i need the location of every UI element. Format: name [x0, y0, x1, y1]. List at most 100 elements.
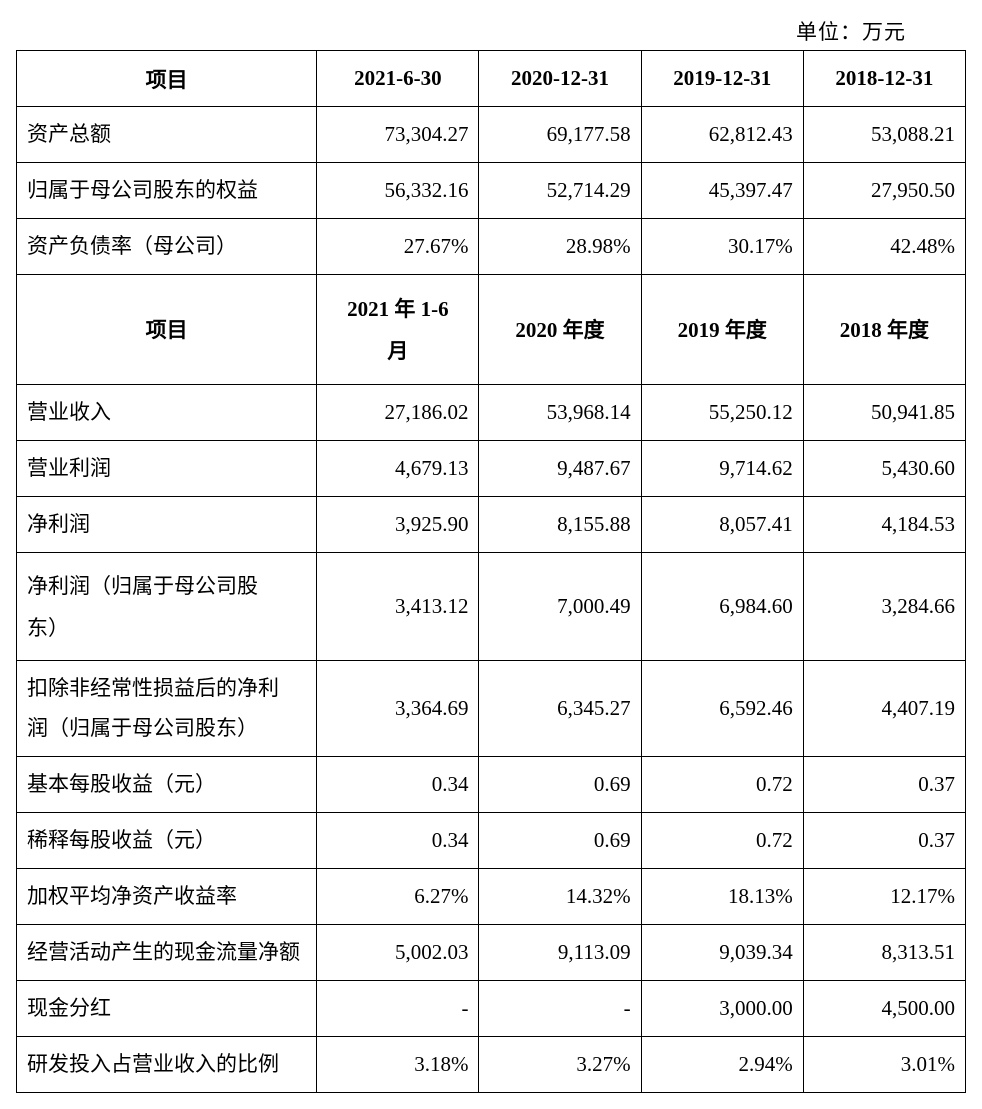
- row-label: 资产负债率（母公司）: [17, 219, 317, 275]
- data-cell: 53,088.21: [803, 107, 965, 163]
- table-row: 加权平均净资产收益率6.27%14.32%18.13%12.17%: [17, 869, 966, 925]
- data-cell: 0.69: [479, 813, 641, 869]
- data-cell: 3,925.90: [317, 497, 479, 553]
- table-row: 稀释每股收益（元）0.340.690.720.37: [17, 813, 966, 869]
- data-cell: 6,345.27: [479, 661, 641, 757]
- header-row-1: 项目 2021-6-30 2020-12-31 2019-12-31 2018-…: [17, 51, 966, 107]
- data-cell: 30.17%: [641, 219, 803, 275]
- data-cell: 6,592.46: [641, 661, 803, 757]
- row-label: 研发投入占营业收入的比例: [17, 1037, 317, 1093]
- row-label-line1: 净利润（归属于母公司股: [27, 574, 258, 598]
- data-cell: 5,430.60: [803, 441, 965, 497]
- data-cell: 2.94%: [641, 1037, 803, 1093]
- row-label: 营业收入: [17, 385, 317, 441]
- row-label: 基本每股收益（元）: [17, 757, 317, 813]
- data-cell: 27.67%: [317, 219, 479, 275]
- header-cell: 2021-6-30: [317, 51, 479, 107]
- data-cell: 55,250.12: [641, 385, 803, 441]
- table-row: 资产负债率（母公司）27.67%28.98%30.17%42.48%: [17, 219, 966, 275]
- data-cell: 18.13%: [641, 869, 803, 925]
- data-cell: -: [317, 981, 479, 1037]
- row-label: 资产总额: [17, 107, 317, 163]
- header-cell: 2020-12-31: [479, 51, 641, 107]
- row-label: 净利润: [17, 497, 317, 553]
- data-cell: 0.34: [317, 757, 479, 813]
- data-cell: 42.48%: [803, 219, 965, 275]
- header-cell: 2019 年度: [641, 275, 803, 385]
- data-cell: 4,184.53: [803, 497, 965, 553]
- table-row: 研发投入占营业收入的比例3.18%3.27%2.94%3.01%: [17, 1037, 966, 1093]
- row-label: 稀释每股收益（元）: [17, 813, 317, 869]
- row-label: 扣除非经常性损益后的净利润（归属于母公司股东）: [17, 661, 317, 757]
- table-row: 营业利润4,679.139,487.679,714.625,430.60: [17, 441, 966, 497]
- data-cell: 9,487.67: [479, 441, 641, 497]
- row-label: 现金分红: [17, 981, 317, 1037]
- data-cell: 73,304.27: [317, 107, 479, 163]
- data-cell: 27,186.02: [317, 385, 479, 441]
- data-cell: 0.37: [803, 813, 965, 869]
- financial-table: 项目 2021-6-30 2020-12-31 2019-12-31 2018-…: [16, 50, 966, 1093]
- data-cell: 8,155.88: [479, 497, 641, 553]
- data-cell: -: [479, 981, 641, 1037]
- table-row: 净利润（归属于母公司股东）3,413.127,000.496,984.603,2…: [17, 553, 966, 661]
- data-cell: 0.72: [641, 813, 803, 869]
- table-row: 资产总额73,304.2769,177.5862,812.4353,088.21: [17, 107, 966, 163]
- data-cell: 9,714.62: [641, 441, 803, 497]
- data-cell: 53,968.14: [479, 385, 641, 441]
- data-cell: 3,364.69: [317, 661, 479, 757]
- data-cell: 45,397.47: [641, 163, 803, 219]
- data-cell: 8,313.51: [803, 925, 965, 981]
- data-cell: 4,679.13: [317, 441, 479, 497]
- table-row: 营业收入27,186.0253,968.1455,250.1250,941.85: [17, 385, 966, 441]
- data-cell: 0.69: [479, 757, 641, 813]
- header-cell-line1: 2021 年 1-6: [347, 297, 449, 321]
- header-row-2: 项目 2021 年 1-6 月 2020 年度 2019 年度 2018 年度: [17, 275, 966, 385]
- data-cell: 0.72: [641, 757, 803, 813]
- table-row: 扣除非经常性损益后的净利润（归属于母公司股东）3,364.696,345.276…: [17, 661, 966, 757]
- header-cell-item: 项目: [17, 51, 317, 107]
- data-cell: 0.37: [803, 757, 965, 813]
- data-cell: 28.98%: [479, 219, 641, 275]
- data-cell: 9,039.34: [641, 925, 803, 981]
- data-cell: 62,812.43: [641, 107, 803, 163]
- data-cell: 3.18%: [317, 1037, 479, 1093]
- header-cell-line2: 月: [387, 339, 408, 363]
- header-cell: 2018 年度: [803, 275, 965, 385]
- data-cell: 50,941.85: [803, 385, 965, 441]
- table-row: 现金分红--3,000.004,500.00: [17, 981, 966, 1037]
- row-label: 净利润（归属于母公司股东）: [17, 553, 317, 661]
- data-cell: 3.01%: [803, 1037, 965, 1093]
- row-label: 归属于母公司股东的权益: [17, 163, 317, 219]
- data-cell: 9,113.09: [479, 925, 641, 981]
- table-row: 净利润3,925.908,155.888,057.414,184.53: [17, 497, 966, 553]
- unit-label: 单位：万元: [16, 16, 966, 46]
- data-cell: 3,000.00: [641, 981, 803, 1037]
- header-cell-item: 项目: [17, 275, 317, 385]
- row-label: 加权平均净资产收益率: [17, 869, 317, 925]
- data-cell: 4,500.00: [803, 981, 965, 1037]
- data-cell: 5,002.03: [317, 925, 479, 981]
- data-cell: 6,984.60: [641, 553, 803, 661]
- data-cell: 12.17%: [803, 869, 965, 925]
- row-label: 营业利润: [17, 441, 317, 497]
- data-cell: 56,332.16: [317, 163, 479, 219]
- row-label-line2: 东）: [27, 616, 69, 640]
- table-row: 归属于母公司股东的权益56,332.1652,714.2945,397.4727…: [17, 163, 966, 219]
- data-cell: 8,057.41: [641, 497, 803, 553]
- data-cell: 3,413.12: [317, 553, 479, 661]
- row-label-line2: 润（归属于母公司股东）: [27, 716, 258, 740]
- header-cell: 2021 年 1-6 月: [317, 275, 479, 385]
- data-cell: 7,000.49: [479, 553, 641, 661]
- data-cell: 3.27%: [479, 1037, 641, 1093]
- data-cell: 6.27%: [317, 869, 479, 925]
- data-cell: 52,714.29: [479, 163, 641, 219]
- header-cell: 2020 年度: [479, 275, 641, 385]
- row-label-line1: 扣除非经常性损益后的净利: [27, 676, 279, 700]
- row-label: 经营活动产生的现金流量净额: [17, 925, 317, 981]
- data-cell: 0.34: [317, 813, 479, 869]
- data-cell: 3,284.66: [803, 553, 965, 661]
- data-cell: 14.32%: [479, 869, 641, 925]
- data-cell: 4,407.19: [803, 661, 965, 757]
- header-cell: 2018-12-31: [803, 51, 965, 107]
- data-cell: 27,950.50: [803, 163, 965, 219]
